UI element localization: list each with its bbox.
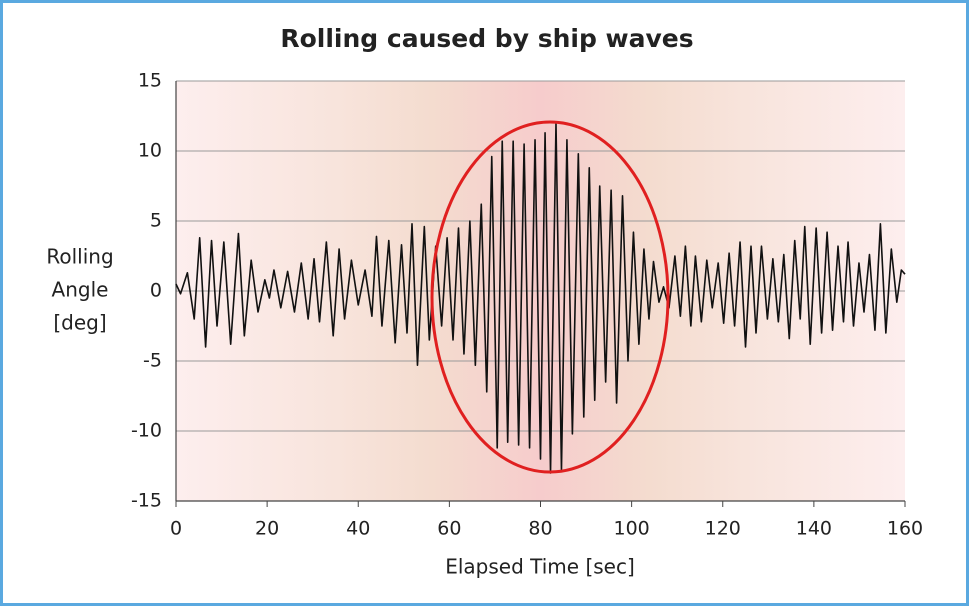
x-tick-label: 100 — [613, 518, 649, 540]
y-tick-label: -5 — [143, 350, 162, 372]
y-axis-label: [deg] — [53, 311, 106, 335]
x-tick-label: 120 — [705, 518, 741, 540]
highlight-ellipse — [430, 120, 670, 474]
x-tick-label: 80 — [528, 518, 552, 540]
y-tick-label: 15 — [138, 70, 162, 92]
y-tick-label: -15 — [131, 490, 162, 512]
x-tick-label: 20 — [255, 518, 279, 540]
plot: 15 10 5 0 -5 -10 -15 0 20 40 60 80 100 120 140 160 — [131, 70, 923, 540]
y-tick-label: 0 — [150, 280, 162, 302]
x-tick-label: 160 — [887, 518, 923, 540]
y-axis-label: Angle — [52, 278, 109, 302]
chart-title: Rolling caused by ship waves — [280, 24, 693, 53]
y-tick-label: 10 — [138, 140, 162, 162]
y-tick-label: -10 — [131, 420, 162, 442]
y-axis-label: Rolling — [46, 245, 113, 269]
x-tick-label: 140 — [796, 518, 832, 540]
y-tick-label: 5 — [150, 210, 162, 232]
x-tick-label: 60 — [437, 518, 461, 540]
data-line — [175, 122, 906, 474]
x-axis-label: Elapsed Time [sec] — [445, 555, 635, 579]
x-tick-label: 0 — [170, 518, 182, 540]
x-tick-label: 40 — [346, 518, 370, 540]
